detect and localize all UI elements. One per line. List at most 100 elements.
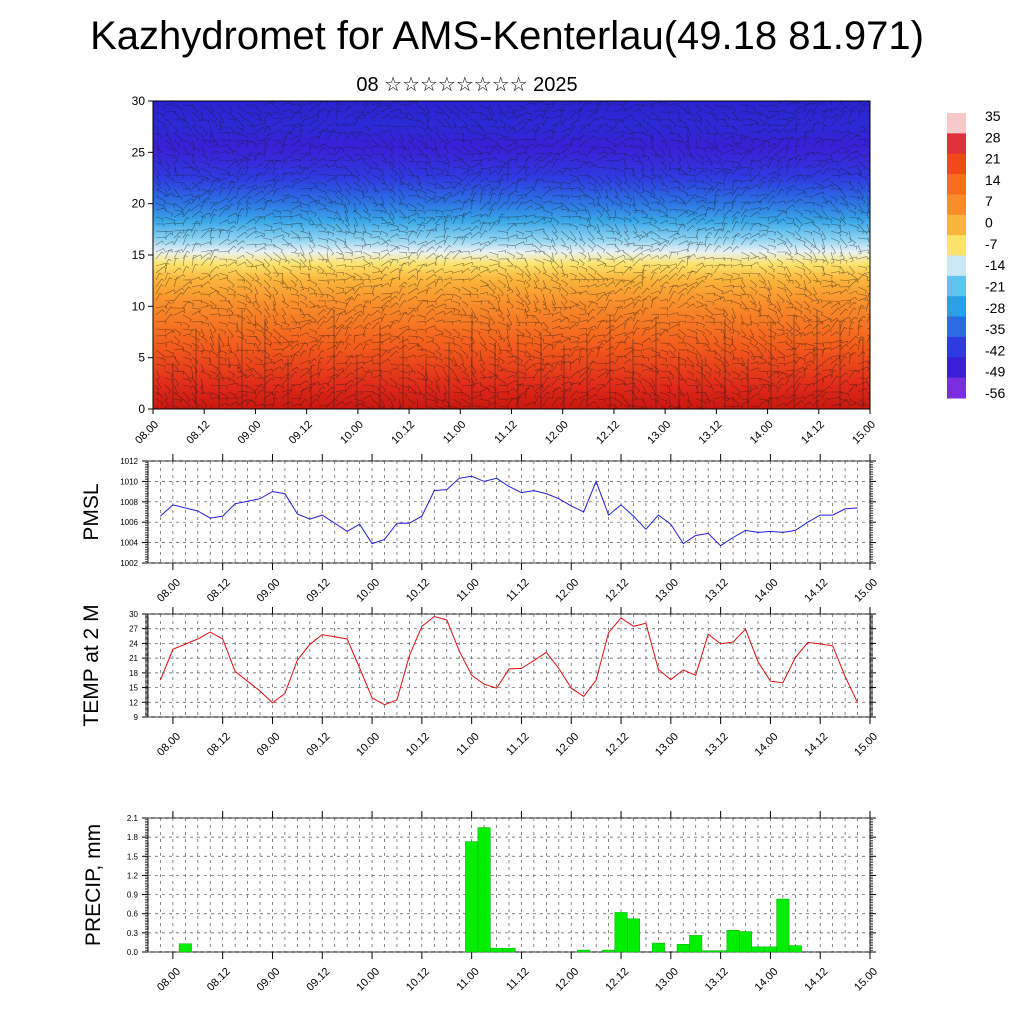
wind-barb: [686, 125, 691, 137]
wind-barb: [758, 398, 769, 404]
wind-barb: [578, 161, 588, 169]
wind-barb: [317, 157, 327, 162]
wind-barb: [200, 229, 211, 239]
wind-barb: [362, 356, 373, 361]
wind-barb: [326, 216, 336, 222]
wind-barb: [506, 370, 517, 377]
wind-barb: [425, 132, 433, 142]
wind-barb: [470, 174, 481, 183]
wind-barb: [200, 188, 210, 195]
wind-barb: [182, 314, 192, 323]
wind-barb: [731, 132, 743, 140]
wind-barb: [524, 199, 534, 204]
wind-barb: [659, 342, 669, 347]
wind-barb: [317, 341, 325, 351]
wind-barb: [245, 167, 251, 176]
wind-barb: [182, 300, 192, 309]
wind-barb: [758, 377, 769, 385]
wind-barb: [470, 200, 476, 211]
wind-barb: [704, 111, 714, 118]
x-tick-label: 15.00: [852, 731, 880, 759]
wind-barb: [506, 360, 517, 365]
wind-barb: [254, 335, 262, 346]
wind-barb: [857, 181, 864, 190]
wind-barb: [362, 292, 374, 297]
wind-barb: [398, 344, 408, 351]
wind-barb: [533, 321, 543, 327]
wind-barb: [812, 321, 824, 330]
y-axis-label: PRECIP, mm: [82, 824, 105, 946]
wind-barb: [837, 223, 842, 233]
wind-barb: [785, 272, 791, 283]
wind-barb: [227, 279, 235, 288]
wind-barb: [578, 366, 590, 372]
wind-barb: [596, 237, 605, 243]
wind-barb: [839, 391, 849, 397]
wind-barb: [515, 251, 524, 259]
wind-barb: [812, 140, 822, 148]
wind-barb: [272, 321, 283, 329]
wind-barb: [434, 328, 444, 336]
wind-barb: [542, 313, 553, 317]
wind-barb: [470, 152, 482, 156]
wind-barb: [515, 377, 526, 381]
wind-barb: [218, 207, 229, 218]
wind-barb: [560, 306, 571, 310]
wind-barb: [434, 160, 445, 166]
wind-barb: [803, 244, 813, 254]
precip-bar: [689, 935, 703, 953]
colorbar-label: 21: [985, 151, 1001, 167]
wind-barb: [164, 209, 174, 217]
wind-barb: [344, 223, 351, 234]
wind-barb: [704, 370, 712, 378]
wind-barb: [335, 310, 347, 316]
wind-barb: [812, 307, 823, 316]
wind-barb: [209, 289, 219, 295]
wind-barb: [380, 299, 391, 309]
wind-barb: [308, 162, 318, 169]
wind-barb: [713, 307, 725, 314]
wind-barb: [452, 384, 463, 394]
wind-barb: [623, 223, 629, 233]
wind-barb: [704, 398, 715, 405]
wind-barb: [245, 279, 253, 288]
wind-barb: [632, 258, 643, 267]
wind-barb: [479, 125, 488, 137]
wind-barb: [362, 153, 372, 160]
wind-barb: [209, 307, 220, 312]
wind-barb: [326, 129, 336, 134]
wind-barb: [326, 293, 335, 301]
wind-barb: [641, 326, 650, 330]
wind-barb: [335, 216, 345, 225]
wind-barb: [344, 181, 352, 191]
wind-barb: [614, 405, 619, 409]
wind-barb: [308, 237, 316, 248]
wind-barb: [551, 244, 558, 255]
wind-barb: [182, 349, 192, 357]
wind-barb: [389, 295, 398, 302]
wind-barb: [308, 286, 316, 294]
wind-barb: [506, 379, 518, 386]
wind-barb: [236, 335, 247, 344]
wind-barb: [803, 187, 815, 191]
wind-barb: [488, 144, 500, 148]
wind-barb: [758, 300, 762, 312]
wind-barb: [362, 174, 371, 186]
wind-barb: [695, 132, 702, 141]
wind-barb: [272, 376, 282, 381]
wind-barb: [506, 293, 510, 304]
wind-barb: [740, 124, 752, 128]
wind-barb: [524, 205, 533, 211]
wind-barb: [560, 167, 572, 173]
wind-barb: [505, 328, 509, 339]
wind-barb: [785, 204, 795, 211]
wind-barb: [317, 223, 327, 232]
wind-barb: [236, 188, 242, 197]
wind-barb: [776, 101, 782, 106]
wind-barb: [776, 160, 783, 169]
wind-barb: [659, 244, 668, 253]
wind-barb: [470, 394, 483, 400]
wind-barb: [794, 223, 801, 232]
wind-barb: [866, 367, 870, 372]
